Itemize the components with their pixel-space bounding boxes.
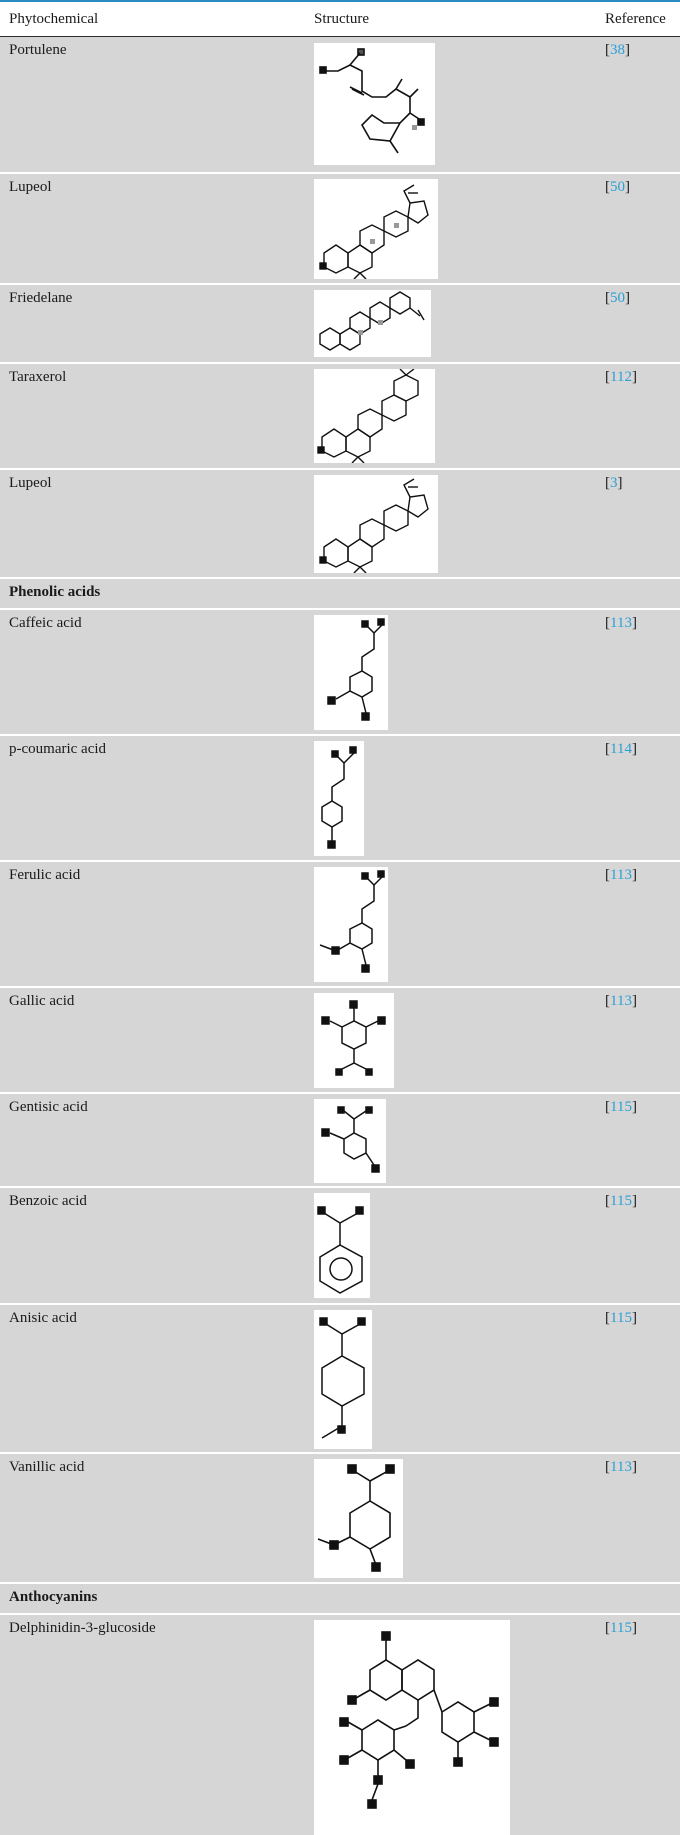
- section-row: Anthocyanins: [0, 1584, 680, 1615]
- table-row: Lupeol [3]: [0, 470, 680, 579]
- reference-link[interactable]: [50]: [605, 290, 630, 306]
- header-structure: Structure: [314, 11, 369, 27]
- compound-name: Friedelane: [9, 290, 73, 306]
- compound-name: Anisic acid: [9, 1310, 77, 1326]
- compound-name: Lupeol: [9, 179, 52, 195]
- compound-name: Portulene: [9, 42, 67, 58]
- taraxerol-structure-icon: [314, 369, 435, 463]
- lupeol-structure-icon: [314, 475, 438, 573]
- compound-name: Gallic acid: [9, 993, 75, 1009]
- reference-link[interactable]: [115]: [605, 1099, 637, 1115]
- compound-name: Caffeic acid: [9, 615, 82, 631]
- compound-name: Lupeol: [9, 475, 52, 491]
- table-row: Ferulic acid [113]: [0, 862, 680, 988]
- table-row: Gentisic acid [115]: [0, 1094, 680, 1188]
- table-top-rule: [0, 0, 680, 2]
- reference-link[interactable]: [113]: [605, 1459, 637, 1475]
- reference-link[interactable]: [113]: [605, 993, 637, 1009]
- section-title: Phenolic acids: [9, 584, 101, 600]
- portulene-structure-icon: [314, 43, 435, 165]
- compound-name: Delphinidin-3-glucoside: [9, 1620, 156, 1636]
- table-row: Benzoic acid [115]: [0, 1188, 680, 1305]
- delphinidin-3-glucoside-structure-icon: [314, 1620, 510, 1835]
- table-row: Friedelane [50]: [0, 285, 680, 364]
- benzoic-acid-structure-icon: [314, 1193, 370, 1298]
- reference-link[interactable]: [114]: [605, 741, 637, 757]
- table-row: Lupeol [50]: [0, 174, 680, 285]
- table-row: Caffeic acid [113]: [0, 610, 680, 736]
- compound-name: Ferulic acid: [9, 867, 81, 883]
- table-row: Vanillic acid [113]: [0, 1454, 680, 1584]
- compound-name: Taraxerol: [9, 369, 67, 385]
- anisic-acid-structure-icon: [314, 1310, 372, 1449]
- ferulic-acid-structure-icon: [314, 867, 388, 982]
- table-row: Portulene [38]: [0, 37, 680, 174]
- reference-link[interactable]: [3]: [605, 475, 623, 491]
- caffeic-acid-structure-icon: [314, 615, 388, 730]
- table-row: Delphinidin-3-glucoside: [0, 1615, 680, 1835]
- reference-link[interactable]: [115]: [605, 1193, 637, 1209]
- p-coumaric-acid-structure-icon: [314, 741, 364, 856]
- section-row: Phenolic acids: [0, 579, 680, 610]
- reference-link[interactable]: [113]: [605, 867, 637, 883]
- table-row: p-coumaric acid [114]: [0, 736, 680, 862]
- header-reference: Reference: [605, 11, 666, 27]
- compound-name: Gentisic acid: [9, 1099, 88, 1115]
- reference-link[interactable]: [115]: [605, 1620, 637, 1636]
- lupeol-structure-icon: [314, 179, 438, 279]
- gentisic-acid-structure-icon: [314, 1099, 386, 1183]
- vanillic-acid-structure-icon: [314, 1459, 403, 1578]
- table-row: Anisic acid [115]: [0, 1305, 680, 1454]
- compound-name: p-coumaric acid: [9, 741, 107, 757]
- compound-name: Vanillic acid: [9, 1459, 85, 1475]
- header-phytochemical: Phytochemical: [9, 11, 99, 27]
- section-title: Anthocyanins: [9, 1589, 98, 1605]
- table-row: Taraxerol [112]: [0, 364, 680, 470]
- reference-link[interactable]: [113]: [605, 615, 637, 631]
- reference-link[interactable]: [112]: [605, 369, 637, 385]
- compound-name: Benzoic acid: [9, 1193, 87, 1209]
- gallic-acid-structure-icon: [314, 993, 394, 1088]
- reference-link[interactable]: [50]: [605, 179, 630, 195]
- reference-link[interactable]: [115]: [605, 1310, 637, 1326]
- table-header: Phytochemical Structure Reference: [0, 2, 680, 37]
- reference-link[interactable]: [38]: [605, 42, 630, 58]
- table-row: Gallic acid [113]: [0, 988, 680, 1094]
- friedelane-structure-icon: [314, 290, 431, 357]
